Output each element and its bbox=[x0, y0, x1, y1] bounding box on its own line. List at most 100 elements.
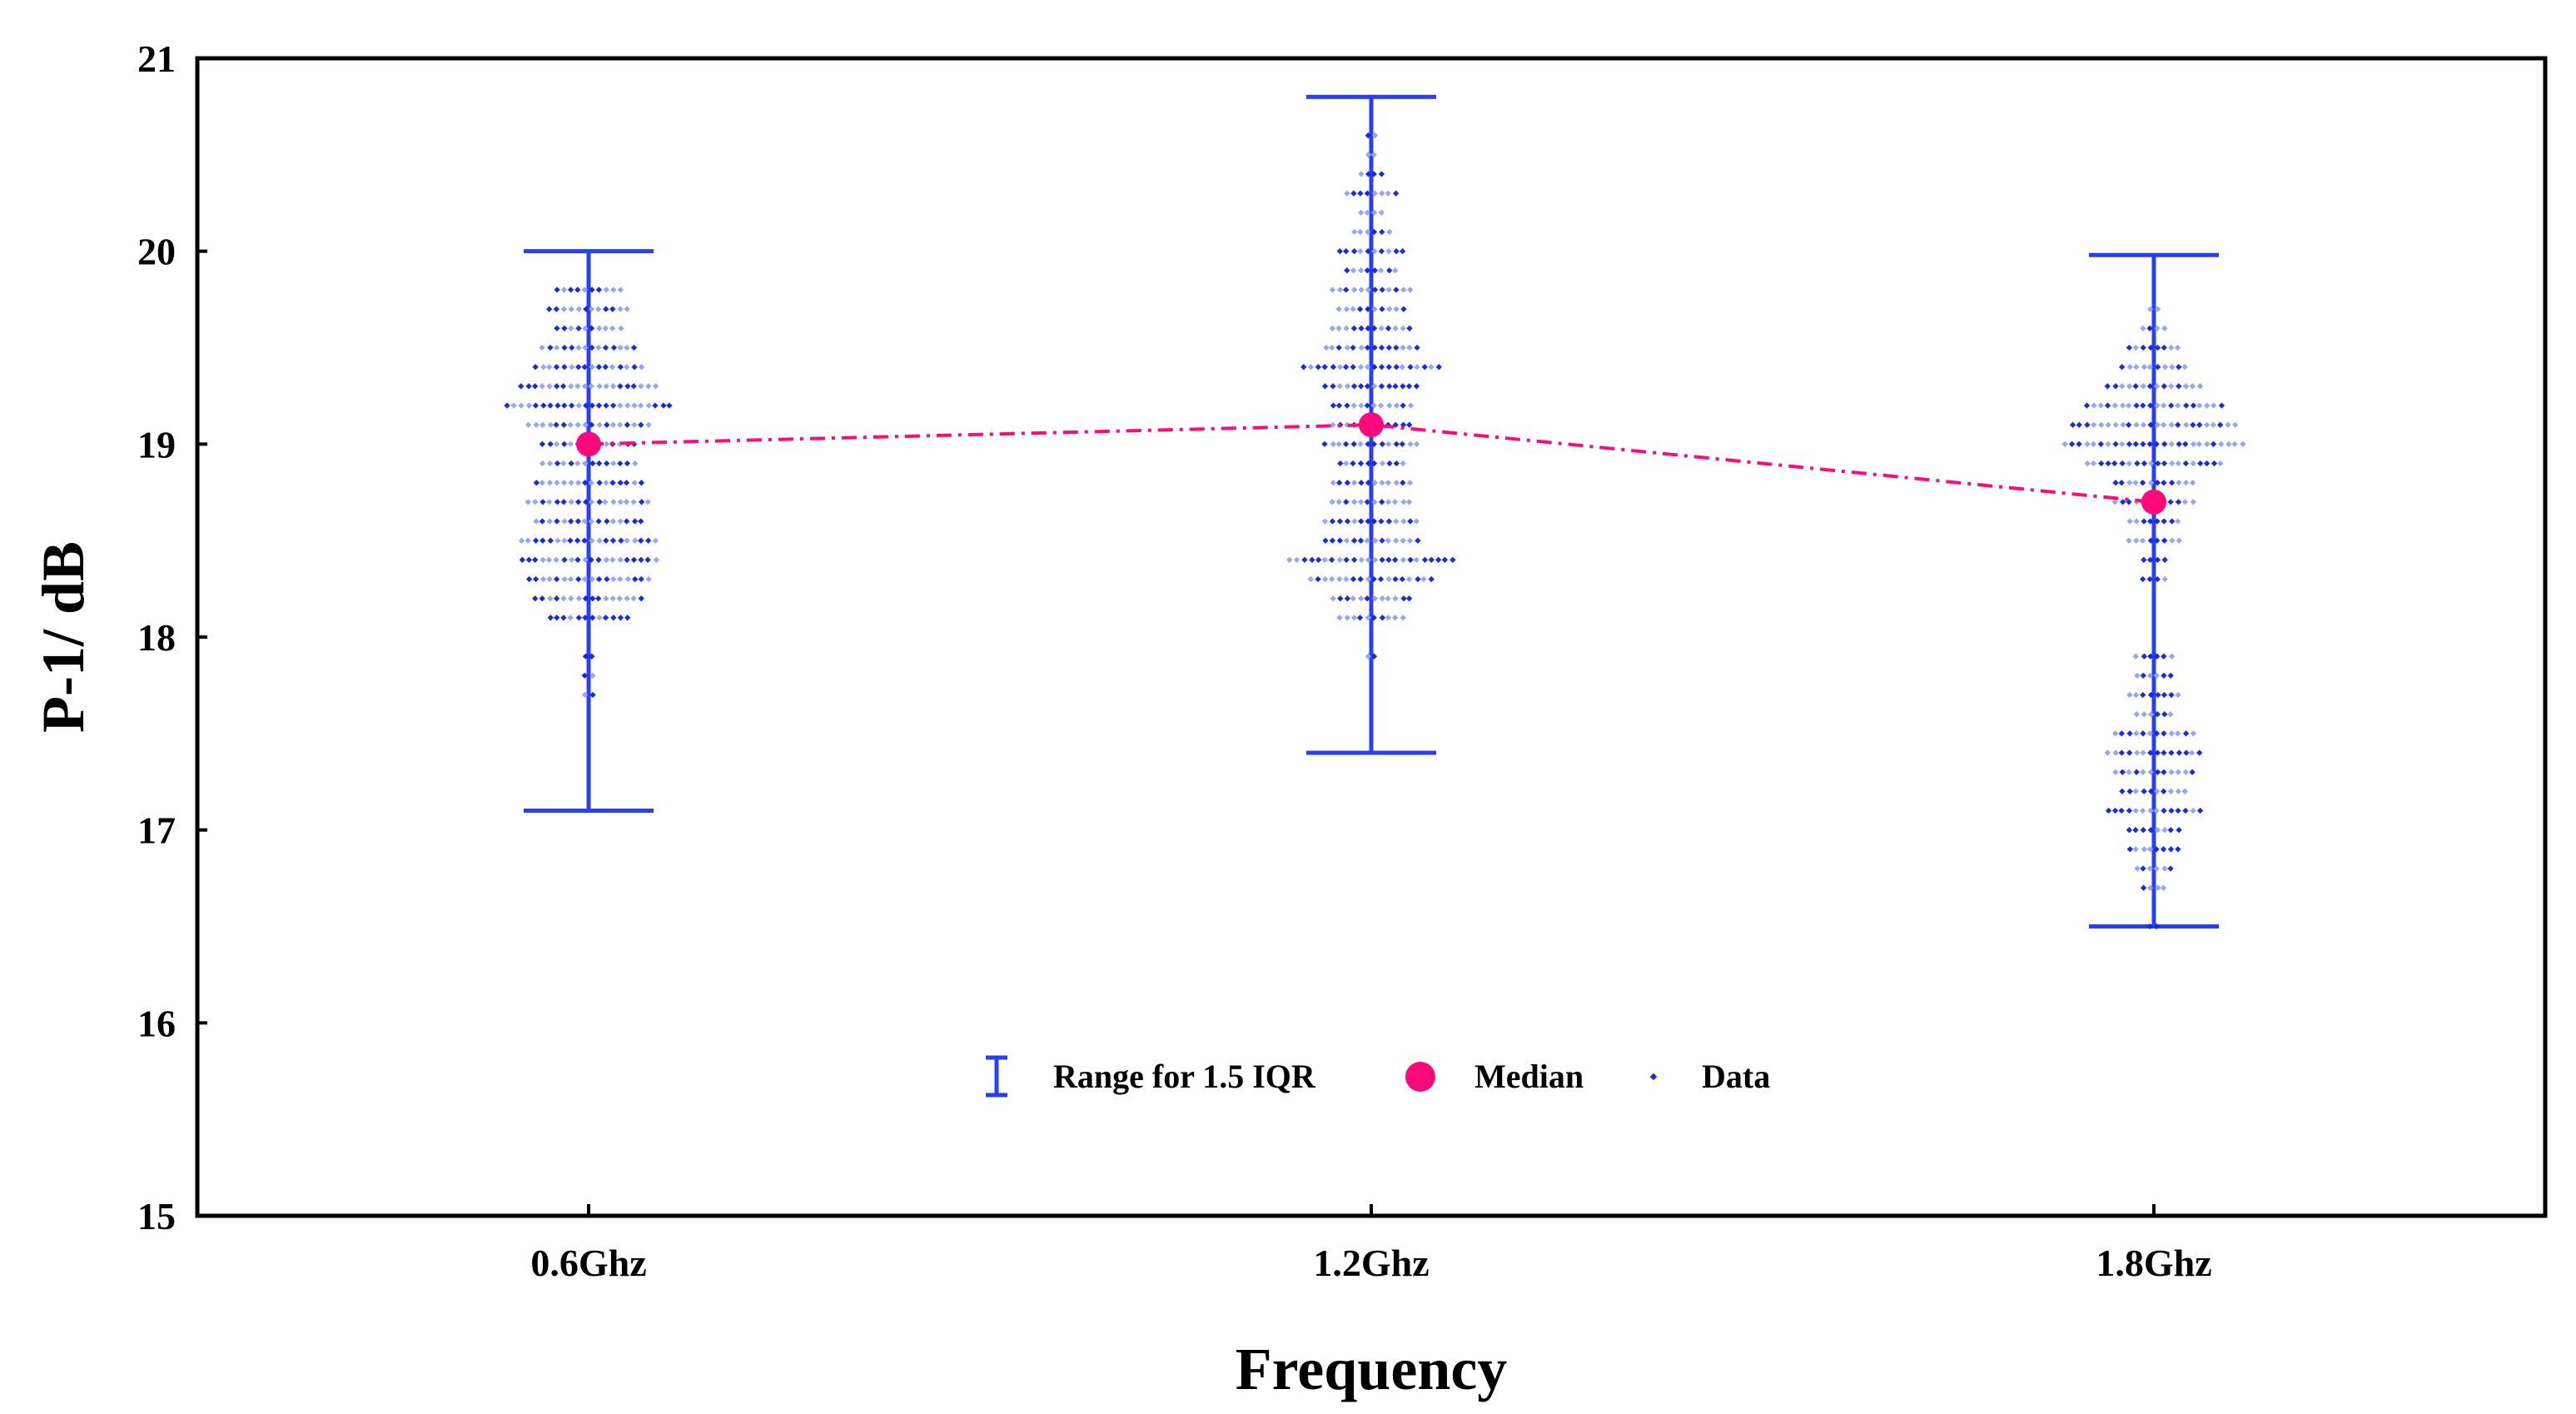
data-point bbox=[631, 480, 638, 486]
data-point bbox=[2168, 653, 2176, 660]
data-point bbox=[2076, 421, 2082, 428]
data-point bbox=[1385, 286, 1392, 293]
data-point bbox=[560, 595, 567, 602]
data-point bbox=[1335, 441, 1342, 447]
data-point bbox=[1350, 325, 1358, 331]
data-point bbox=[1400, 595, 1407, 602]
data-point bbox=[547, 344, 554, 351]
median-series bbox=[576, 412, 2166, 515]
data-point bbox=[1379, 556, 1385, 563]
data-point bbox=[2154, 653, 2161, 660]
data-point bbox=[2119, 769, 2126, 775]
data-point bbox=[1413, 383, 1420, 390]
data-point bbox=[638, 480, 645, 486]
data-point bbox=[568, 306, 574, 312]
data-point bbox=[1385, 344, 1393, 351]
data-point bbox=[1385, 364, 1392, 371]
data-point bbox=[603, 441, 610, 447]
data-point bbox=[561, 325, 568, 331]
data-point bbox=[581, 286, 588, 293]
data-point bbox=[604, 518, 610, 525]
data-point bbox=[2182, 769, 2189, 775]
data-point bbox=[2076, 441, 2082, 447]
data-point bbox=[2168, 441, 2175, 447]
data-point bbox=[1358, 344, 1365, 351]
data-point bbox=[2175, 518, 2181, 525]
data-point bbox=[1405, 383, 1413, 390]
data-point bbox=[2190, 460, 2196, 467]
data-point bbox=[1379, 228, 1385, 236]
data-point bbox=[1329, 325, 1336, 331]
data-point bbox=[1300, 364, 1307, 371]
data-point bbox=[1329, 344, 1335, 351]
data-point bbox=[2183, 421, 2190, 428]
data-point bbox=[1400, 383, 1406, 390]
data-point bbox=[1344, 267, 1350, 274]
data-point bbox=[1365, 480, 1372, 486]
data-point bbox=[645, 537, 652, 544]
data-point bbox=[595, 556, 602, 563]
data-point bbox=[1350, 595, 1356, 602]
data-point bbox=[2176, 537, 2182, 544]
data-point bbox=[2140, 827, 2146, 834]
data-point bbox=[660, 402, 667, 409]
data-point bbox=[645, 421, 652, 428]
data-point bbox=[2112, 749, 2119, 756]
data-point bbox=[1336, 575, 1343, 583]
data-point bbox=[1385, 248, 1392, 255]
data-point bbox=[553, 575, 560, 583]
data-point bbox=[1406, 480, 1414, 486]
data-point bbox=[2098, 421, 2105, 428]
legend-item-median: Median bbox=[1405, 1058, 1584, 1095]
data-point bbox=[617, 615, 624, 621]
data-point bbox=[602, 344, 609, 351]
data-point bbox=[603, 402, 609, 409]
data-point bbox=[588, 306, 595, 312]
data-point bbox=[525, 499, 531, 505]
data-point bbox=[1358, 402, 1365, 409]
data-point bbox=[596, 499, 603, 505]
data-point bbox=[2161, 441, 2168, 447]
data-point bbox=[2176, 827, 2182, 834]
data-point bbox=[2231, 441, 2238, 447]
data-point bbox=[1378, 383, 1385, 390]
data-point bbox=[1428, 364, 1435, 371]
data-point bbox=[1344, 518, 1351, 525]
data-point bbox=[1336, 248, 1343, 255]
data-point bbox=[1406, 344, 1413, 351]
data-point bbox=[1421, 364, 1428, 371]
data-point bbox=[588, 518, 594, 525]
data-point bbox=[2126, 730, 2133, 737]
data-point bbox=[2083, 402, 2091, 409]
data-point bbox=[1344, 190, 1350, 197]
data-point bbox=[1386, 460, 1393, 467]
data-point bbox=[2133, 518, 2140, 525]
data-point bbox=[2119, 441, 2126, 447]
y-tick-label: 20 bbox=[137, 231, 176, 273]
data-point bbox=[638, 499, 645, 505]
data-point bbox=[1386, 306, 1393, 312]
data-point bbox=[2111, 807, 2119, 814]
data-point bbox=[2126, 383, 2133, 390]
data-point bbox=[1315, 364, 1321, 371]
data-point bbox=[2167, 846, 2175, 853]
legend-median-label: Median bbox=[1474, 1058, 1584, 1095]
data-point bbox=[2140, 749, 2146, 756]
data-point bbox=[2161, 421, 2167, 428]
data-point bbox=[617, 306, 624, 312]
data-point bbox=[1406, 499, 1413, 505]
data-point bbox=[2105, 807, 2112, 814]
data-point bbox=[560, 421, 567, 428]
data-point bbox=[2112, 769, 2119, 775]
data-point bbox=[547, 595, 554, 602]
data-point bbox=[1393, 364, 1400, 371]
data-point bbox=[637, 402, 644, 409]
data-point bbox=[1371, 595, 1379, 602]
data-point bbox=[624, 460, 631, 467]
data-point bbox=[2112, 383, 2119, 390]
data-point bbox=[2112, 441, 2119, 447]
data-point bbox=[2141, 653, 2148, 660]
data-point bbox=[2168, 383, 2175, 390]
data-point bbox=[2189, 480, 2196, 486]
data-point bbox=[1372, 537, 1379, 544]
